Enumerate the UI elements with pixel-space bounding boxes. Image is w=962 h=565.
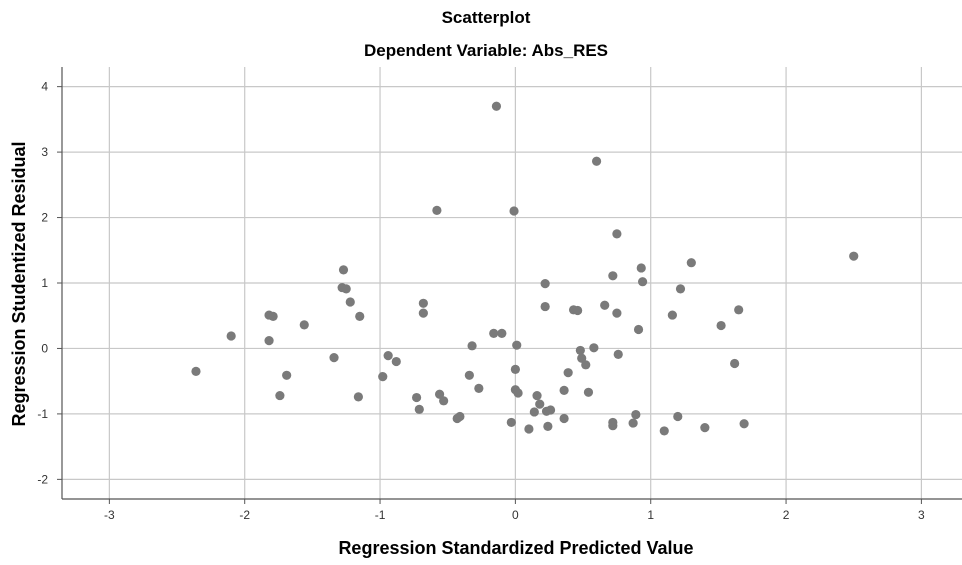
data-point xyxy=(391,356,401,367)
data-point xyxy=(510,364,520,374)
data-point xyxy=(667,310,677,320)
x-axis-label: Regression Standardized Predicted Value xyxy=(338,538,693,558)
data-point xyxy=(700,423,710,433)
data-point xyxy=(540,301,550,312)
y-tick-labels: 4 3 2 1 0 -1 -2 xyxy=(37,80,48,487)
data-point xyxy=(378,372,388,382)
x-tick-label: 2 xyxy=(783,508,790,522)
data-point xyxy=(563,368,573,378)
data-point xyxy=(491,101,502,111)
data-point xyxy=(716,320,726,331)
data-points xyxy=(191,101,859,436)
x-tick-label: 0 xyxy=(512,508,519,522)
data-point xyxy=(600,300,610,310)
y-tick-label: 1 xyxy=(41,276,48,290)
data-point xyxy=(411,392,422,403)
data-point xyxy=(432,205,442,215)
data-point xyxy=(226,331,236,341)
data-point xyxy=(512,340,522,350)
data-point xyxy=(341,284,351,294)
data-point xyxy=(467,341,477,351)
y-tick-label: 4 xyxy=(41,80,48,94)
data-point xyxy=(589,343,599,353)
data-point xyxy=(675,284,686,294)
data-point xyxy=(355,311,365,321)
data-point xyxy=(734,305,744,315)
data-point xyxy=(628,418,638,428)
data-point xyxy=(730,358,740,369)
data-point xyxy=(659,426,669,436)
y-axis-label: Regression Studentized Residual xyxy=(9,141,29,426)
data-point xyxy=(633,324,644,335)
data-point xyxy=(535,399,545,409)
x-tick-label: -2 xyxy=(239,508,250,522)
data-point xyxy=(452,413,462,424)
chart-title: Scatterplot xyxy=(442,8,531,27)
axes xyxy=(57,67,962,504)
data-point xyxy=(329,353,339,363)
data-point xyxy=(636,263,646,273)
y-tick-label: 3 xyxy=(41,145,48,159)
data-point xyxy=(489,328,499,338)
data-point xyxy=(506,417,516,428)
data-point xyxy=(299,320,309,330)
data-point xyxy=(353,392,363,402)
data-point xyxy=(673,411,683,422)
y-tick-label: 2 xyxy=(41,211,48,225)
data-point xyxy=(529,407,539,417)
data-point xyxy=(383,351,393,361)
x-tick-label: -1 xyxy=(375,508,386,522)
data-point xyxy=(418,298,428,308)
data-point xyxy=(264,336,274,346)
y-tick-label: -1 xyxy=(37,407,48,421)
data-point xyxy=(686,258,696,268)
data-point xyxy=(583,387,594,397)
grid-lines xyxy=(62,67,962,499)
data-point xyxy=(608,421,618,431)
data-point xyxy=(575,345,585,356)
data-point xyxy=(524,424,534,434)
data-point xyxy=(612,229,622,239)
data-point xyxy=(282,370,292,380)
data-point xyxy=(532,390,542,401)
data-point xyxy=(513,388,523,398)
data-point xyxy=(540,279,550,289)
data-point xyxy=(739,419,749,429)
data-point xyxy=(612,308,622,318)
data-point xyxy=(849,251,859,261)
x-tick-label: 1 xyxy=(647,508,654,522)
data-point xyxy=(573,305,583,316)
data-point xyxy=(559,413,569,424)
chart-subtitle: Dependent Variable: Abs_RES xyxy=(364,41,608,60)
data-point xyxy=(345,297,355,307)
data-point xyxy=(631,409,641,420)
data-point xyxy=(541,406,552,416)
data-point xyxy=(338,265,349,275)
data-point xyxy=(543,421,553,431)
data-point xyxy=(414,404,424,414)
x-tick-label: 3 xyxy=(918,508,925,522)
data-point xyxy=(275,390,285,401)
data-point xyxy=(191,366,201,376)
data-point xyxy=(591,156,602,166)
data-point xyxy=(638,277,648,287)
x-tick-labels: -3 -2 -1 0 1 2 3 xyxy=(104,508,925,522)
data-point xyxy=(581,360,591,370)
data-point xyxy=(559,385,569,395)
x-tick-label: -3 xyxy=(104,508,115,522)
data-point xyxy=(464,370,474,380)
y-tick-label: 0 xyxy=(41,341,48,355)
y-tick-label: -2 xyxy=(37,472,48,486)
data-point xyxy=(613,349,623,359)
data-point xyxy=(509,206,519,216)
data-point xyxy=(497,328,507,338)
data-point xyxy=(474,383,484,393)
data-point xyxy=(608,271,618,281)
data-point xyxy=(418,308,428,318)
data-point xyxy=(439,396,449,406)
data-point xyxy=(268,311,278,321)
